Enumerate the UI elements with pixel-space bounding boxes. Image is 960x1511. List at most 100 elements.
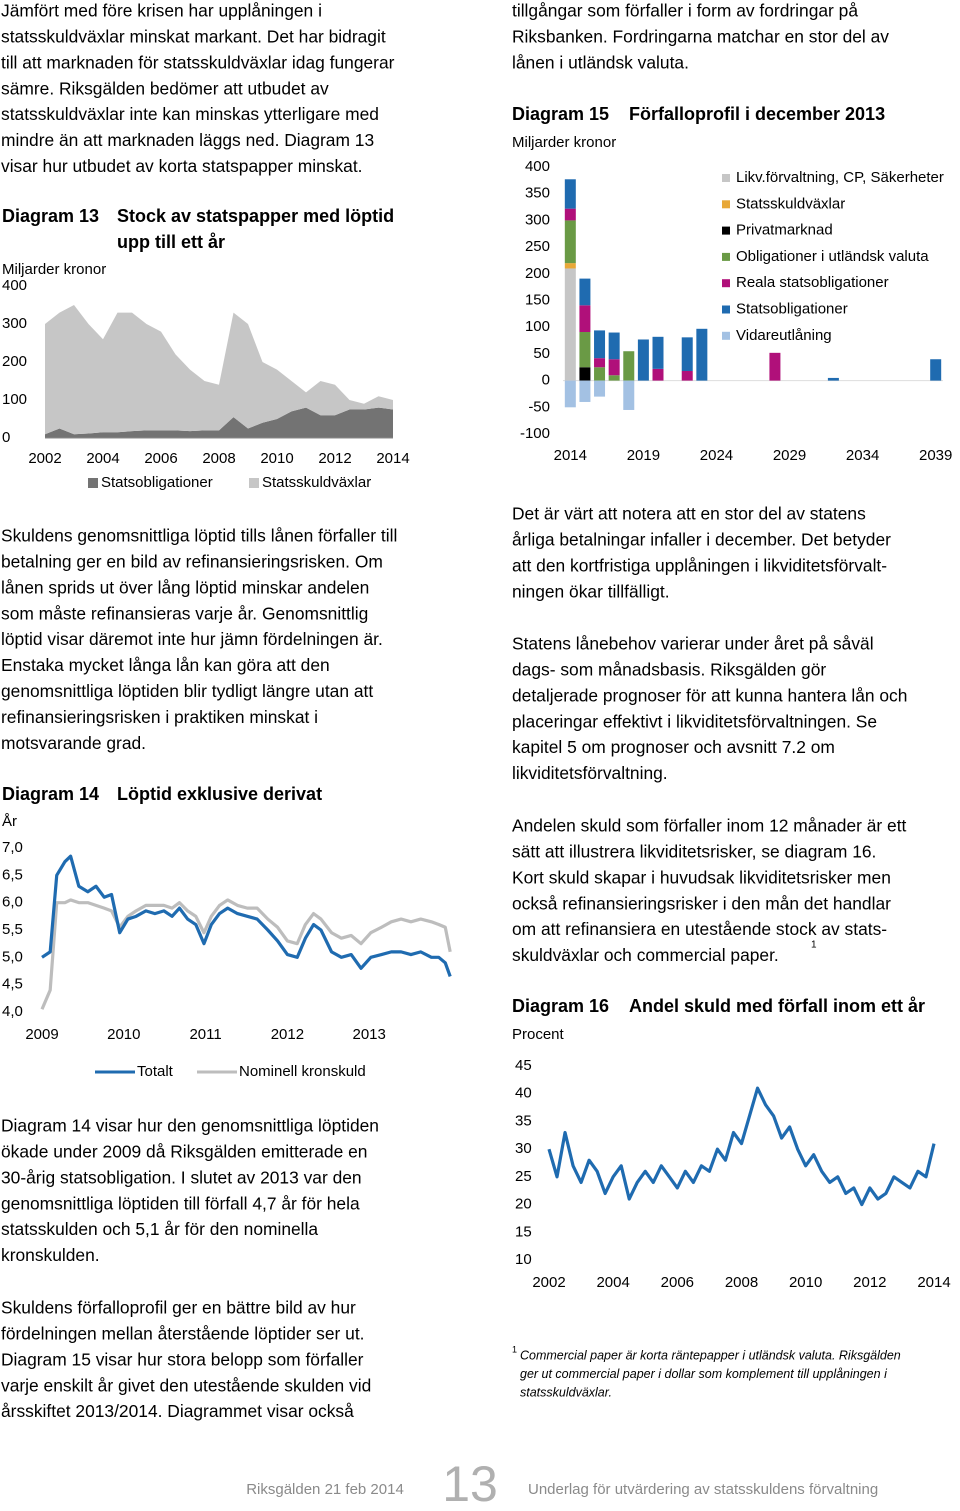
x-tick-label: 2039 xyxy=(919,447,952,464)
y-tick-label: 15 xyxy=(515,1223,532,1240)
legend-label: Vidareutlåning xyxy=(736,327,832,344)
line xyxy=(41,854,452,978)
legend-label: Totalt xyxy=(137,1063,174,1080)
paragraph-line: mindre än att marknaden läggs ned. Diagr… xyxy=(1,130,374,150)
y-tick-label: 0 xyxy=(2,429,10,446)
paragraph-line: Riksbanken. Fordringarna matchar en stor… xyxy=(512,26,889,46)
legend-swatch xyxy=(722,331,730,340)
x-tick-label: 2009 xyxy=(25,1026,58,1043)
paragraph-line: Statens lånebehov varierar under året på… xyxy=(512,634,874,654)
legend-label: Obligationer i utländsk valuta xyxy=(736,248,929,265)
x-tick-label: 2014 xyxy=(376,450,409,467)
y-tick-label: 200 xyxy=(2,353,27,370)
legend-label: Statsobligationer xyxy=(736,300,848,317)
bar xyxy=(564,268,576,381)
bar xyxy=(769,352,781,381)
x-tick-label: 2010 xyxy=(789,1274,822,1291)
bar xyxy=(579,278,591,306)
y-tick-label: 0 xyxy=(542,372,550,389)
footnote-line: Commercial paper är korta räntepapper i … xyxy=(520,1348,901,1362)
bar xyxy=(564,220,576,264)
paragraph-line: statsskulden och 5,1 år för den nominell… xyxy=(1,1219,318,1239)
y-tick-label: 20 xyxy=(515,1196,532,1213)
y-tick-label: 4,0 xyxy=(2,1003,23,1020)
y-tick-label: 300 xyxy=(525,211,550,228)
footnote-mark: 1 xyxy=(512,1344,517,1354)
y-tick-label: 150 xyxy=(525,291,550,308)
bar xyxy=(608,359,620,376)
legend-swatch xyxy=(249,478,259,488)
y-tick-label: 45 xyxy=(515,1057,532,1074)
x-tick-label: 2002 xyxy=(28,450,61,467)
y-tick-label: 250 xyxy=(525,238,550,255)
y-tick-label: 350 xyxy=(525,185,550,202)
paragraph-line: löptid visar däremot inte hur jämn förde… xyxy=(1,629,383,649)
x-tick-label: 2004 xyxy=(86,450,119,467)
bar xyxy=(652,368,664,381)
y-tick-label: 40 xyxy=(515,1085,532,1102)
paragraph-line: som måste refinansieras varje år. Genoms… xyxy=(1,603,368,623)
bar xyxy=(608,332,620,360)
y-tick-label: -100 xyxy=(520,425,550,442)
legend-label: Reala statsobligationer xyxy=(736,274,889,291)
x-tick-label: 2008 xyxy=(725,1274,758,1291)
bar xyxy=(579,332,591,368)
x-tick-label: 2006 xyxy=(661,1274,694,1291)
line xyxy=(547,1086,936,1207)
x-tick-label: 2024 xyxy=(700,447,733,464)
legend-swatch xyxy=(722,305,730,314)
axis-unit: Miljarder kronor xyxy=(512,134,616,151)
x-tick-label: 2014 xyxy=(917,1274,950,1291)
bar xyxy=(652,336,664,369)
paragraph-line: fördelningen mellan återstående löptider… xyxy=(1,1323,365,1343)
legend-swatch xyxy=(722,226,730,235)
y-tick-label: 4,5 xyxy=(2,976,23,993)
paragraph-line: ningen ökar tillfälligt. xyxy=(512,581,670,601)
paragraph-line: motsvarande grad. xyxy=(1,733,146,753)
paragraph-line: ökade under 2009 då Riksgälden emitterad… xyxy=(1,1141,367,1161)
paragraph-line: tillgångar som förfaller i form av fordr… xyxy=(512,1,858,21)
axis-unit: Miljarder kronor xyxy=(2,261,106,278)
bar xyxy=(564,263,576,269)
y-tick-label: 6,5 xyxy=(2,866,23,883)
x-tick-label: 2010 xyxy=(107,1026,140,1043)
x-tick-label: 2014 xyxy=(554,447,587,464)
x-tick-label: 2012 xyxy=(318,450,351,467)
paragraph-line: varje enskilt år givet den utestående sk… xyxy=(1,1375,371,1395)
footnote-ref: 1 xyxy=(811,940,817,951)
legend-label: Nominell kronskuld xyxy=(239,1063,366,1080)
paragraph-line: Diagram 15 visar hur stora belopp som fö… xyxy=(1,1349,364,1369)
bar xyxy=(637,339,649,381)
paragraph-line: Diagram 14 visar hur den genomsnittliga … xyxy=(1,1116,379,1136)
legend-swatch xyxy=(722,279,730,288)
area xyxy=(45,305,393,435)
paragraph-line: om att refinansiera en utestående stock … xyxy=(512,919,887,939)
y-tick-label: 50 xyxy=(533,345,550,362)
legend-label: Statsskuldväxlar xyxy=(262,474,371,491)
bar xyxy=(623,380,635,410)
x-tick-label: 2002 xyxy=(532,1274,565,1291)
paragraph-line: sämre. Riksgälden bedömer att utbudet av xyxy=(1,78,329,98)
paragraph-line: genomsnittliga löptiden blir tydligt län… xyxy=(1,681,373,701)
paragraph-line: Skuldens förfalloprofil ger en bättre bi… xyxy=(1,1298,356,1318)
bar xyxy=(564,208,576,221)
bar xyxy=(564,179,576,209)
page-number: 13 xyxy=(442,1456,498,1511)
paragraph-line: Jämfört med före krisen har upplåningen … xyxy=(1,1,322,21)
paragraph-line: likviditetsförvaltning. xyxy=(512,763,668,783)
paragraph-line: Enstaka mycket långa lån kan göra att de… xyxy=(1,655,330,675)
paragraph-line: detaljerade prognoser för att kunna hant… xyxy=(512,685,907,705)
bar xyxy=(579,367,591,381)
x-tick-label: 2019 xyxy=(627,447,660,464)
x-tick-label: 2004 xyxy=(596,1274,629,1291)
y-tick-label: 100 xyxy=(2,391,27,408)
bar xyxy=(696,328,708,381)
chart-title: Löptid exklusive derivat xyxy=(117,784,322,804)
paragraph-line: skuldväxlar och commercial paper. xyxy=(512,945,779,965)
paragraph-line: Andelen skuld som förfaller inom 12 måna… xyxy=(512,816,907,836)
bar xyxy=(579,380,591,402)
paragraph-line: årliga betalningar infaller i december. … xyxy=(512,529,891,549)
chart-title: Stock av statspapper med löptid xyxy=(117,206,394,226)
y-tick-label: 300 xyxy=(2,315,27,332)
paragraph-line: också refinansieringsrisker i den mån de… xyxy=(512,893,891,913)
